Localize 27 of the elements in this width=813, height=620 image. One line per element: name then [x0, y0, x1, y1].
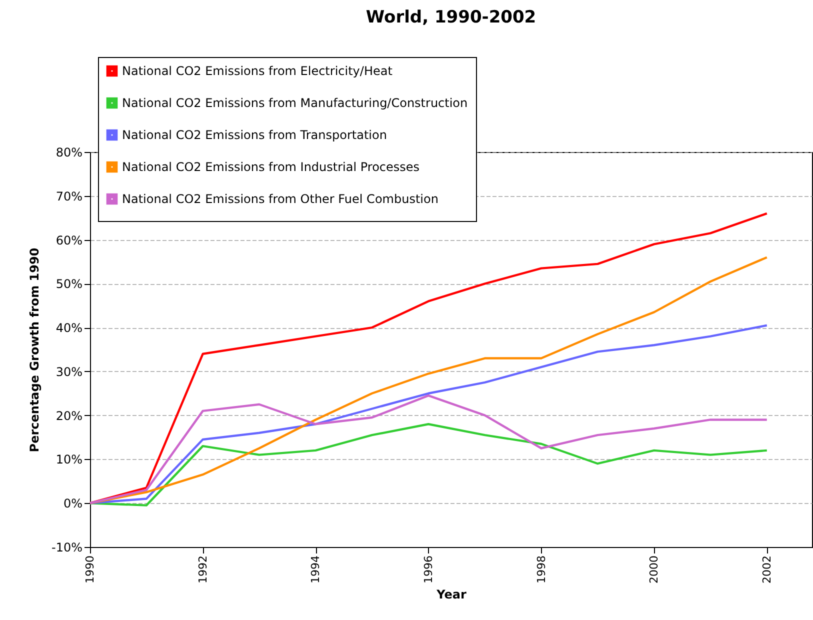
x-axis-title: Year	[436, 587, 466, 602]
y-tick-label: 50%	[56, 277, 82, 292]
y-tick-label: 10%	[56, 452, 82, 467]
legend-label: National CO2 Emissions from Electricity/Heat	[122, 64, 393, 78]
line-series	[88, 423, 768, 506]
legend-label: National CO2 Emissions from Manufacturing/Construction	[122, 96, 468, 110]
y-tick-label: -10%	[51, 540, 82, 554]
legend-label: National CO2 Emissions from Industrial Processes	[122, 160, 420, 174]
legend-label: National CO2 Emissions from Transportation	[122, 128, 387, 142]
y-tick-label: 80%	[56, 146, 82, 160]
y-axis-title: Percentage Growth from 1990	[28, 248, 42, 452]
y-tick-label: 70%	[56, 189, 82, 204]
x-tick-label: 2002	[760, 556, 774, 584]
x-tick-label: 2000	[648, 556, 661, 584]
y-tick-label: 40%	[56, 321, 82, 336]
y-tick-label: 30%	[56, 364, 82, 379]
legend-label: National CO2 Emissions from Other Fuel Combustion	[122, 192, 438, 206]
x-tick-label: 1994	[309, 556, 322, 584]
y-tick-label: 0%	[63, 496, 82, 511]
line-series	[88, 394, 768, 504]
x-tick-label: 1992	[196, 556, 210, 584]
x-tick-label: 1996	[422, 556, 435, 584]
y-tick-label: 60%	[56, 233, 82, 248]
chart-title: World, 1990-2002	[366, 8, 536, 28]
x-tick-label: 1998	[534, 556, 548, 584]
x-tick-label: 1990	[84, 556, 96, 584]
y-tick-label: 20%	[56, 408, 82, 423]
